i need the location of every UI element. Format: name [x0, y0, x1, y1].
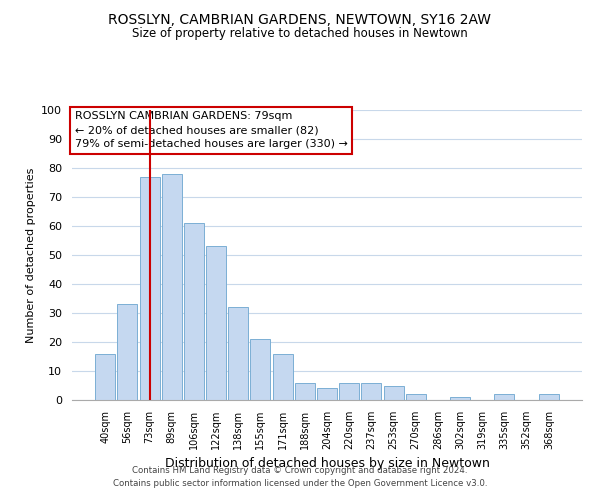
Bar	[539, 394, 559, 400]
Bar	[95, 354, 115, 400]
Bar	[118, 304, 137, 400]
X-axis label: Distribution of detached houses by size in Newtown: Distribution of detached houses by size …	[164, 458, 490, 470]
Bar	[361, 382, 382, 400]
Bar	[317, 388, 337, 400]
Bar	[184, 223, 204, 400]
Bar	[494, 394, 514, 400]
Bar	[339, 382, 359, 400]
Text: Contains HM Land Registry data © Crown copyright and database right 2024.
Contai: Contains HM Land Registry data © Crown c…	[113, 466, 487, 487]
Bar	[206, 246, 226, 400]
Bar	[450, 397, 470, 400]
Bar	[383, 386, 404, 400]
Bar	[228, 307, 248, 400]
Bar	[250, 339, 271, 400]
Bar	[295, 382, 315, 400]
Text: ROSSLYN CAMBRIAN GARDENS: 79sqm
← 20% of detached houses are smaller (82)
79% of: ROSSLYN CAMBRIAN GARDENS: 79sqm ← 20% of…	[74, 112, 347, 150]
Bar	[406, 394, 426, 400]
Text: Size of property relative to detached houses in Newtown: Size of property relative to detached ho…	[132, 28, 468, 40]
Y-axis label: Number of detached properties: Number of detached properties	[26, 168, 36, 342]
Text: ROSSLYN, CAMBRIAN GARDENS, NEWTOWN, SY16 2AW: ROSSLYN, CAMBRIAN GARDENS, NEWTOWN, SY16…	[109, 12, 491, 26]
Bar	[272, 354, 293, 400]
Bar	[162, 174, 182, 400]
Bar	[140, 176, 160, 400]
